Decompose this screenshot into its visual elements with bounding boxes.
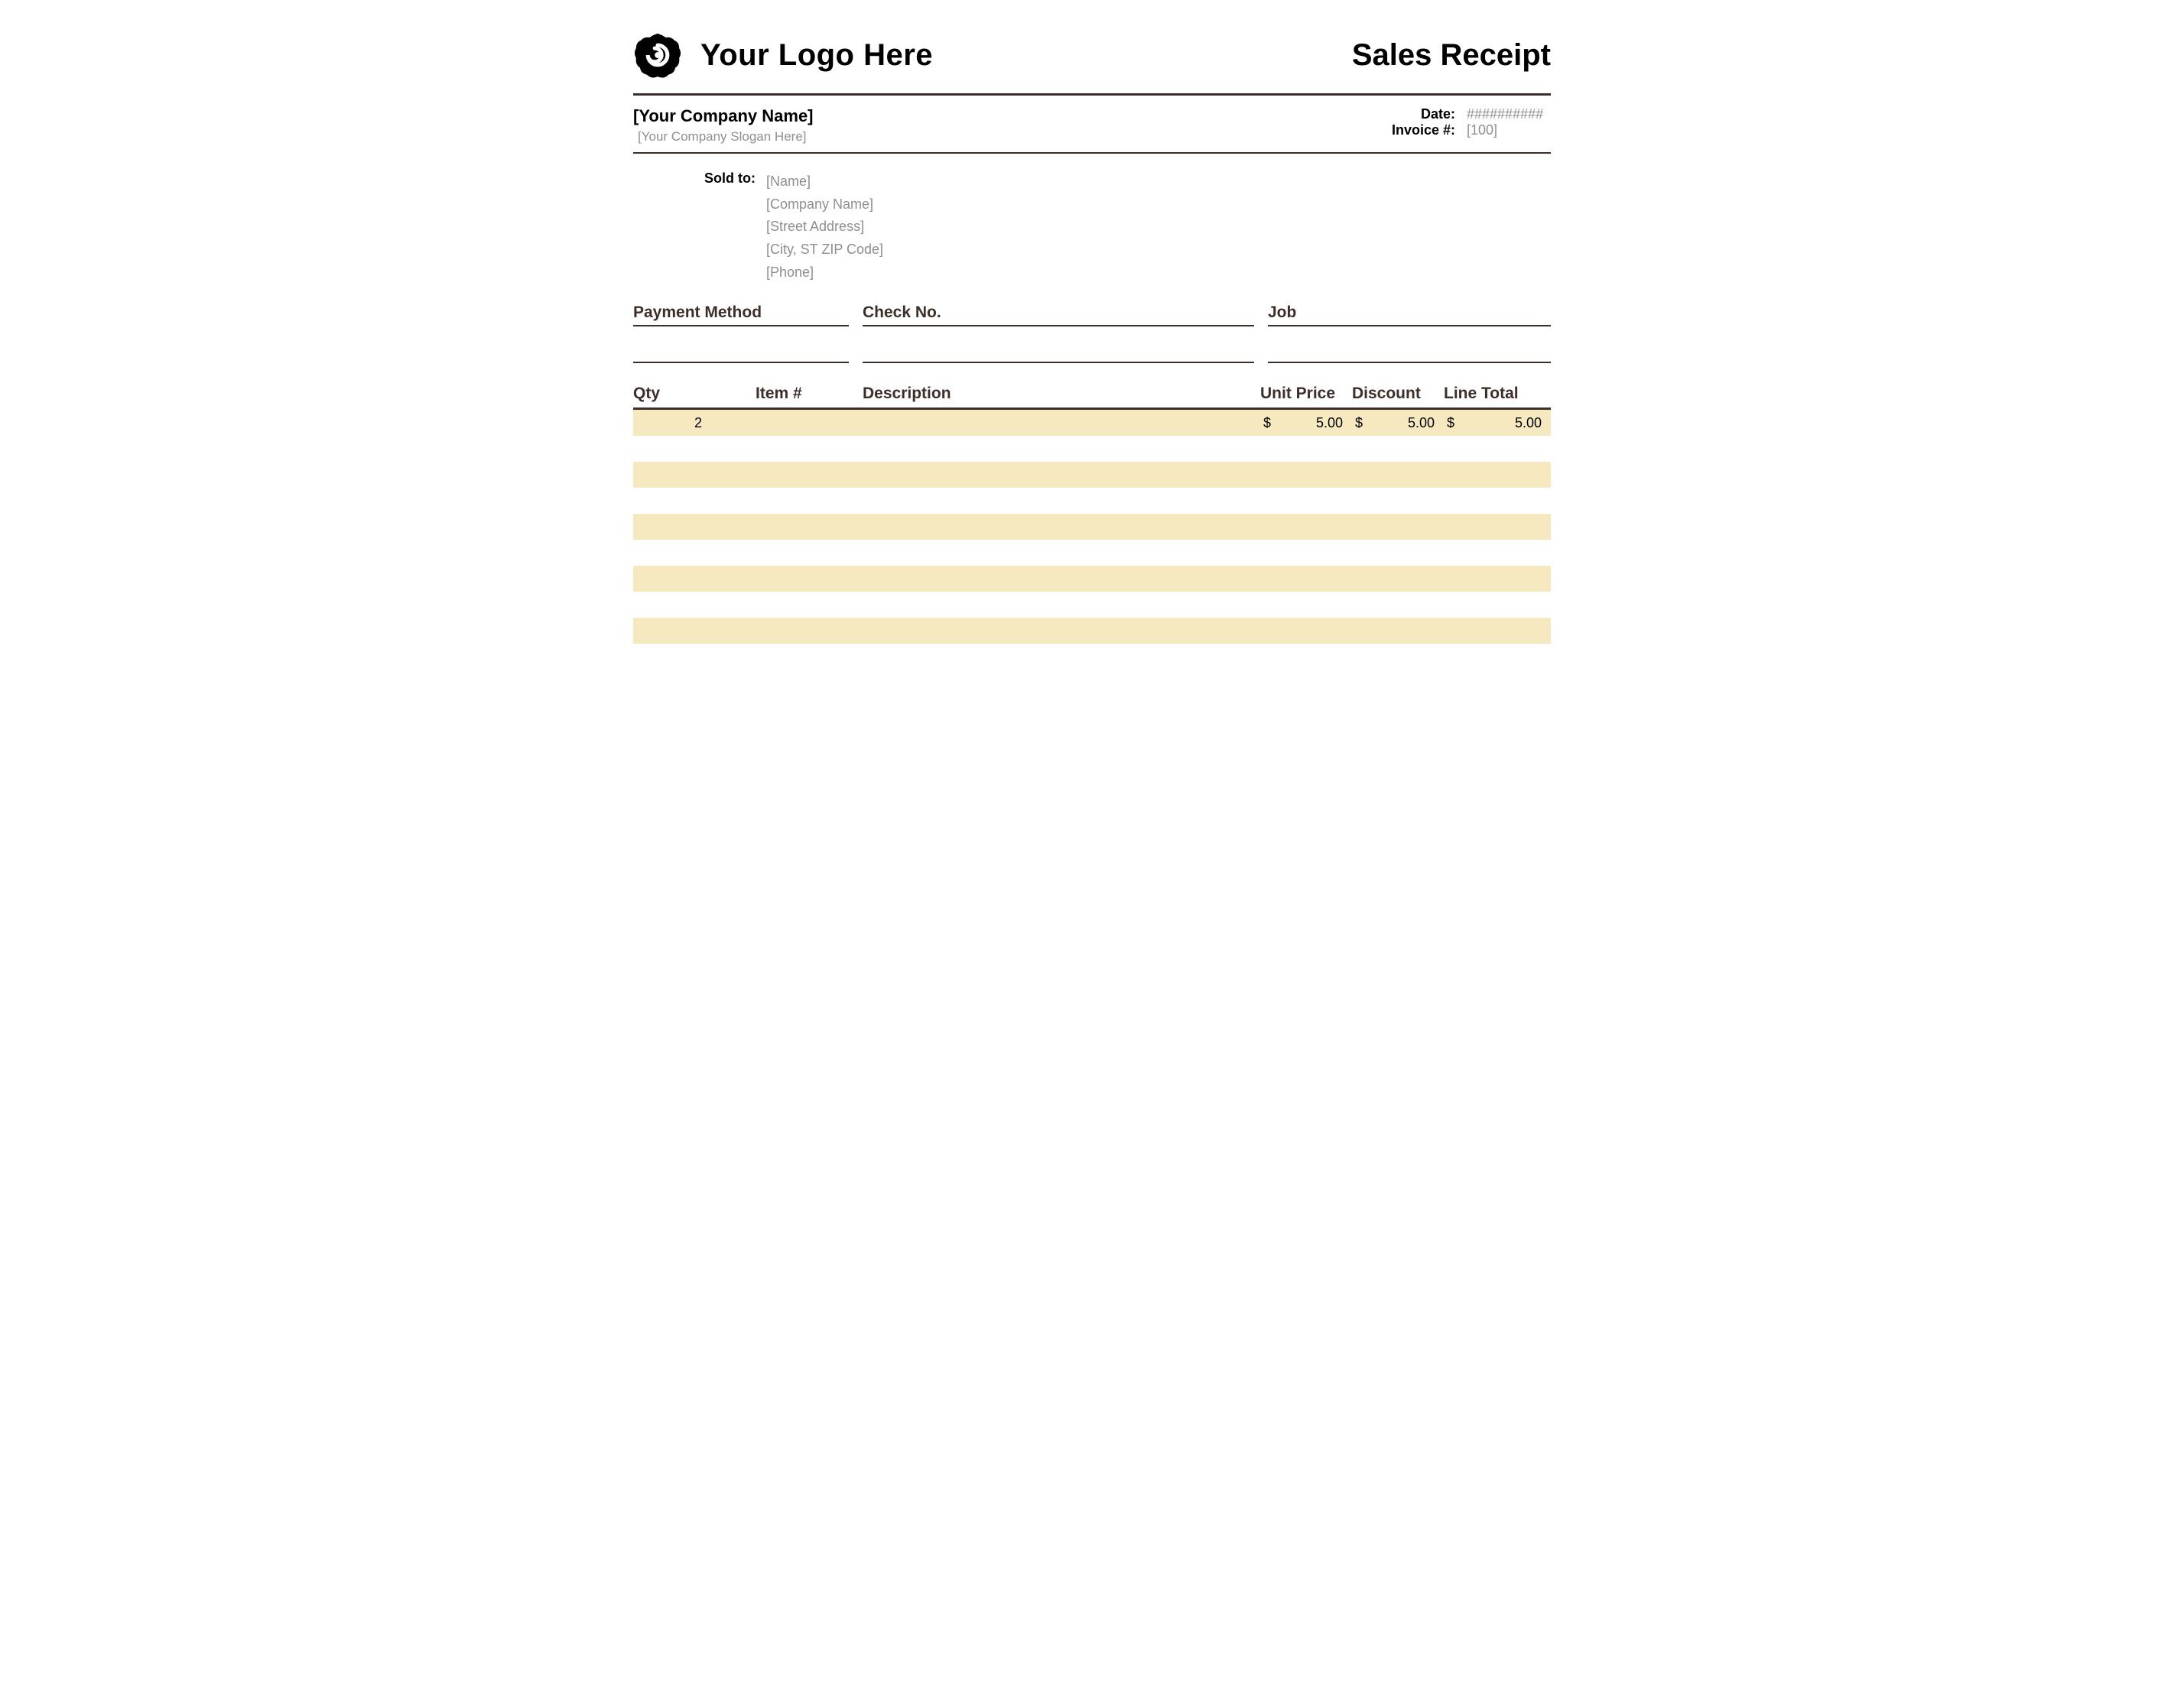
rule-after-meta bbox=[633, 152, 1551, 154]
payment-method-label: Payment Method bbox=[633, 304, 849, 326]
logo-icon bbox=[633, 31, 682, 80]
payment-method-col: Payment Method bbox=[633, 304, 849, 363]
sold-to-street: [Street Address] bbox=[766, 216, 883, 239]
date-label: Date: bbox=[1379, 106, 1455, 122]
job-label: Job bbox=[1268, 304, 1551, 326]
items-row bbox=[633, 514, 1551, 540]
cell-line-total: $5.00 bbox=[1444, 415, 1551, 431]
sold-to-block: Sold to: [Name] [Company Name] [Street A… bbox=[700, 170, 1551, 284]
document-title: Sales Receipt bbox=[1352, 38, 1551, 73]
items-row bbox=[633, 540, 1551, 566]
items-row bbox=[633, 618, 1551, 644]
col-line-total: Line Total bbox=[1444, 385, 1551, 403]
col-unit-price: Unit Price bbox=[1260, 385, 1352, 403]
sold-to-lines: [Name] [Company Name] [Street Address] [… bbox=[766, 170, 883, 284]
meta-date-row: Date: ########## bbox=[1379, 106, 1551, 122]
items-row bbox=[633, 488, 1551, 514]
sold-to-phone: [Phone] bbox=[766, 261, 883, 284]
check-no-label: Check No. bbox=[863, 304, 1254, 326]
cell-qty: 2 bbox=[633, 415, 756, 431]
company-block: [Your Company Name] [Your Company Slogan… bbox=[633, 106, 814, 144]
items-table: Qty Item # Description Unit Price Discou… bbox=[633, 385, 1551, 670]
payment-bar: Payment Method Check No. Job bbox=[633, 304, 1551, 363]
header: Your Logo Here Sales Receipt bbox=[633, 31, 1551, 80]
invoice-value: [100] bbox=[1459, 122, 1551, 138]
logo-text: Your Logo Here bbox=[700, 38, 933, 73]
company-name: [Your Company Name] bbox=[633, 106, 814, 126]
items-row bbox=[633, 436, 1551, 462]
meta-block: Date: ########## Invoice #: [100] bbox=[1379, 106, 1551, 138]
invoice-label: Invoice #: bbox=[1379, 122, 1455, 138]
items-header: Qty Item # Description Unit Price Discou… bbox=[633, 385, 1551, 410]
sold-to-name: [Name] bbox=[766, 170, 883, 193]
items-row bbox=[633, 592, 1551, 618]
check-no-value bbox=[863, 326, 1254, 363]
col-item-no: Item # bbox=[756, 385, 863, 403]
company-slogan: [Your Company Slogan Here] bbox=[633, 129, 814, 144]
job-value bbox=[1268, 326, 1551, 363]
sold-to-company: [Company Name] bbox=[766, 193, 883, 216]
col-qty: Qty bbox=[633, 385, 756, 403]
col-description: Description bbox=[863, 385, 1260, 403]
items-row bbox=[633, 462, 1551, 488]
items-row: 2$5.00$5.00$5.00 bbox=[633, 410, 1551, 436]
check-no-col: Check No. bbox=[863, 304, 1254, 363]
date-value: ########## bbox=[1459, 106, 1551, 122]
items-body: 2$5.00$5.00$5.00 bbox=[633, 410, 1551, 670]
receipt-page: Your Logo Here Sales Receipt [Your Compa… bbox=[618, 0, 1566, 685]
cell-discount: $5.00 bbox=[1352, 415, 1444, 431]
meta-invoice-row: Invoice #: [100] bbox=[1379, 122, 1551, 138]
sold-to-label: Sold to: bbox=[700, 170, 756, 284]
company-meta-row: [Your Company Name] [Your Company Slogan… bbox=[633, 106, 1551, 144]
payment-method-value bbox=[633, 326, 849, 363]
items-row bbox=[633, 566, 1551, 592]
sold-to-city: [City, ST ZIP Code] bbox=[766, 239, 883, 261]
rule-top bbox=[633, 93, 1551, 96]
logo-block: Your Logo Here bbox=[633, 31, 933, 80]
items-row bbox=[633, 644, 1551, 670]
job-col: Job bbox=[1268, 304, 1551, 363]
cell-unit-price: $5.00 bbox=[1260, 415, 1352, 431]
col-discount: Discount bbox=[1352, 385, 1444, 403]
